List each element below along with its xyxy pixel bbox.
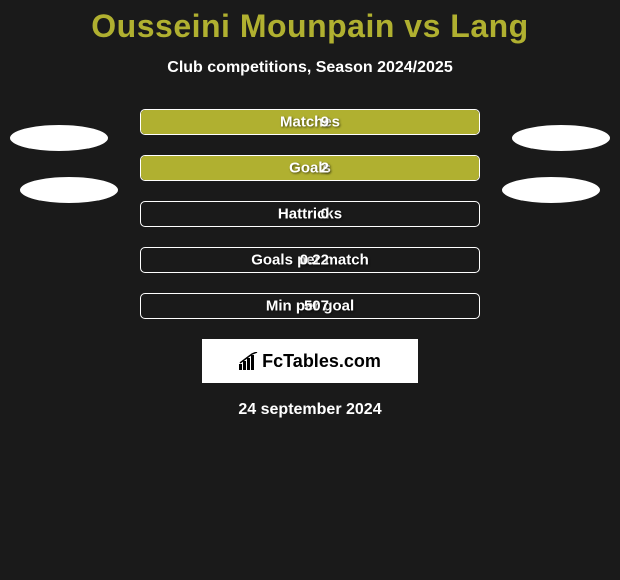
stat-row: Matches9 — [0, 109, 620, 135]
stat-label: Matches — [280, 114, 340, 131]
stat-row: Goals per match0.22 — [0, 247, 620, 273]
stat-bar: Min per goal507 — [140, 293, 480, 319]
stat-value-right: 0.22 — [300, 252, 329, 269]
logo: FcTables.com — [239, 351, 381, 372]
page-title: Ousseini Mounpain vs Lang — [0, 0, 620, 45]
date-text: 24 september 2024 — [0, 401, 620, 419]
logo-text: FcTables.com — [262, 351, 381, 372]
chart-icon — [239, 352, 259, 370]
stat-bar: Goals per match0.22 — [140, 247, 480, 273]
stat-row: Min per goal507 — [0, 293, 620, 319]
subtitle: Club competitions, Season 2024/2025 — [0, 59, 620, 77]
stat-value-right: 2 — [321, 160, 329, 177]
stat-row: Goals2 — [0, 155, 620, 181]
stat-bar: Matches9 — [140, 109, 480, 135]
stat-value-right: 507 — [304, 298, 329, 315]
stat-bar: Goals2 — [140, 155, 480, 181]
stat-value-right: 9 — [321, 114, 329, 131]
stat-label: Hattricks — [278, 206, 342, 223]
stat-bar: Hattricks0 — [140, 201, 480, 227]
stat-value-right: 0 — [321, 206, 329, 223]
logo-box[interactable]: FcTables.com — [202, 339, 418, 383]
stat-row: Hattricks0 — [0, 201, 620, 227]
